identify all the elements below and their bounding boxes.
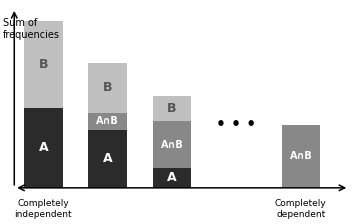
Bar: [88, 63, 127, 113]
Bar: [282, 125, 320, 188]
Bar: [24, 108, 62, 188]
Text: A: A: [167, 171, 177, 184]
Text: B: B: [167, 102, 177, 115]
Text: A∩B: A∩B: [96, 116, 119, 126]
Text: A: A: [103, 152, 112, 165]
Bar: [88, 113, 127, 129]
Text: B: B: [103, 82, 112, 95]
Text: Completely
dependent: Completely dependent: [275, 200, 327, 219]
Bar: [153, 121, 191, 168]
Text: • • •: • • •: [216, 117, 257, 132]
Text: A∩B: A∩B: [290, 151, 312, 161]
Text: Completely
independent: Completely independent: [14, 200, 72, 219]
Text: A∩B: A∩B: [161, 140, 183, 150]
Bar: [24, 21, 62, 108]
Text: B: B: [39, 58, 48, 71]
Bar: [88, 129, 127, 188]
Bar: [153, 96, 191, 121]
Bar: [153, 168, 191, 188]
Text: Sum of
frequencies: Sum of frequencies: [3, 18, 60, 40]
Text: A: A: [39, 141, 48, 154]
